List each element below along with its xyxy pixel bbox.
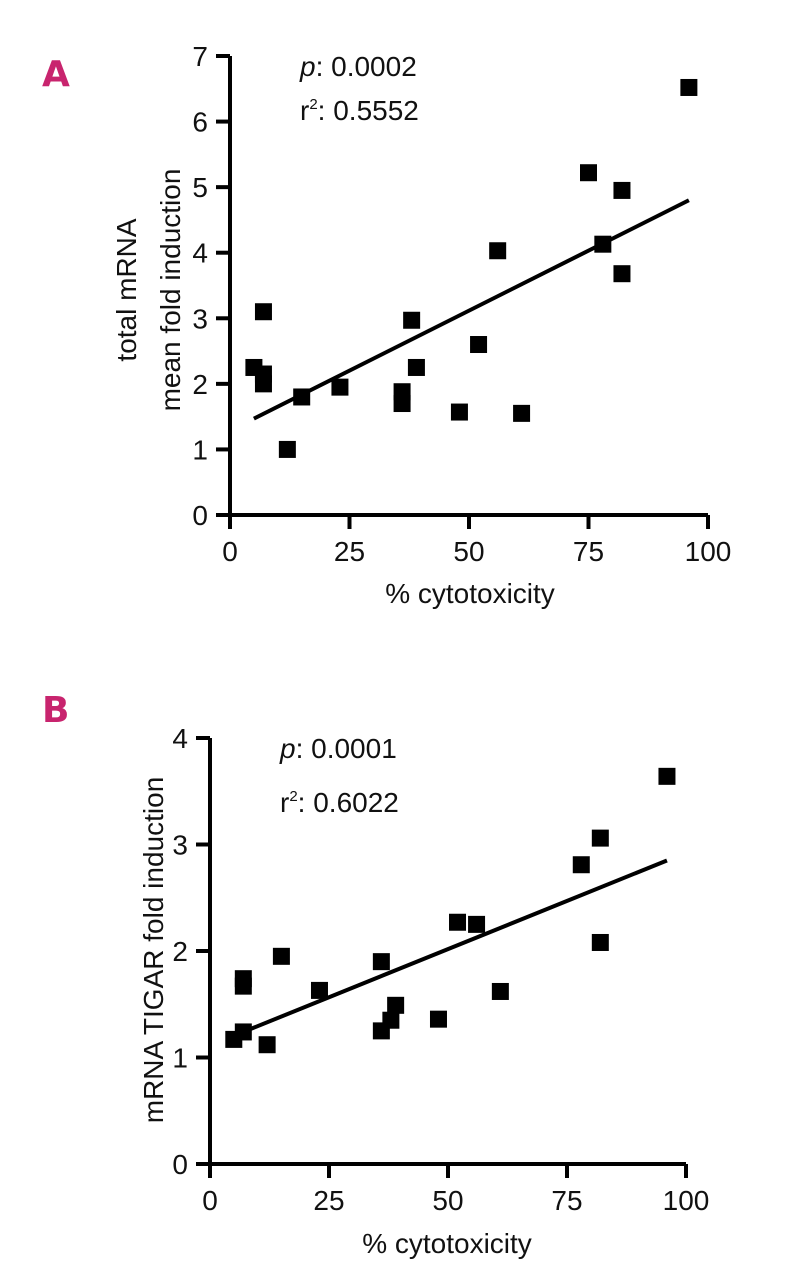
panel-b-data-point (491, 982, 509, 1000)
panel-b-p-value: p: 0.0001 (279, 733, 397, 764)
panel-a-data-point (680, 78, 698, 96)
panel-a-y-tick-label: 0 (192, 500, 208, 531)
panel-a-fit (253, 198, 690, 421)
panel-a-stats: p: 0.0002 r2: 0.5552 (299, 51, 419, 126)
panel-b-data-point (658, 767, 676, 785)
panel-b-x-tick-label: 75 (551, 1185, 582, 1216)
panel-a-x-tick-label: 75 (573, 536, 604, 567)
panel-b-data-point (372, 953, 390, 971)
panel-a-r-sup: 2 (309, 96, 317, 113)
panel-a-y-axis-label: total mRNA mean fold induction (111, 169, 186, 412)
panel-a-data-point (594, 235, 612, 253)
panel-a-data-point (331, 378, 349, 396)
panel-a-y-tick-label: 6 (192, 107, 208, 138)
panel-b: B p: 0.0001 r2: 0.6022 mRNA TIGAR fold i… (42, 690, 709, 1259)
panel-b-y-tick-label: 2 (172, 936, 188, 967)
panel-b-y-axis-label: mRNA TIGAR fold induction (138, 777, 169, 1124)
panel-a-p-number: : 0.0002 (316, 51, 417, 82)
panel-b-p-symbol: p (279, 733, 296, 764)
panel-b-data-point (234, 977, 252, 995)
panel-a-regression-line (253, 198, 690, 421)
panel-a-x-tick-label: 100 (685, 536, 732, 567)
panel-a-data-point (613, 181, 631, 199)
panel-b-data-point (591, 933, 609, 951)
panel-b-p-number: : 0.0001 (296, 733, 397, 764)
panel-b-y-tick-label: 4 (172, 723, 188, 754)
panel-b-x-tick-label: 0 (202, 1185, 218, 1216)
panel-a-data-point (278, 440, 296, 458)
panel-a-x-axis-label: % cytotoxicity (385, 578, 555, 609)
panel-b-data-point (272, 947, 290, 965)
panel-a-y-label-line-1: total mRNA (111, 218, 142, 361)
panel-a-data-point (513, 404, 531, 422)
panel-b-x-tick-label: 50 (432, 1185, 463, 1216)
panel-b-data-point (468, 915, 486, 933)
panel-b-letter: B (42, 690, 69, 731)
panel-b-data-point (429, 1010, 447, 1028)
panel-b-x-tick-label: 25 (313, 1185, 344, 1216)
panel-b-data-point (387, 996, 405, 1014)
panel-a-data-point (470, 336, 488, 354)
panel-b-data-point (258, 1036, 276, 1054)
panel-b-y-tick-label: 3 (172, 830, 188, 861)
panel-a-data-point (450, 403, 468, 421)
panel-b-y-tick-label: 1 (172, 1043, 188, 1074)
panel-a-data-point (580, 164, 597, 182)
panel-a-axes: 0 1 2 3 4 5 6 7 0 25 50 75 100 (192, 41, 731, 567)
panel-b-r-symbol: r (280, 787, 289, 818)
panel-b-data-point (572, 856, 590, 874)
panel-a-y-tick-label: 3 (192, 303, 208, 334)
panel-a-r-symbol: r (300, 95, 309, 126)
panel-a-data-point (403, 311, 421, 329)
panel-a-data-point (293, 388, 311, 406)
panel-a: A p: 0.0002 r2: 0.5552 total mRNA mean f… (42, 41, 731, 609)
panel-a-y-tick-label: 4 (192, 238, 208, 269)
panel-a-y-tick-label: 7 (192, 41, 208, 72)
panel-a-p-symbol: p (299, 51, 316, 82)
panel-b-data-point (591, 829, 609, 847)
panel-b-x-tick-label: 100 (663, 1185, 710, 1216)
panel-b-data-point (310, 981, 328, 999)
panel-b-r-sup: 2 (289, 788, 297, 805)
panel-a-r2-number: : 0.5552 (318, 95, 419, 126)
panel-b-axes: 0 1 2 3 4 0 25 50 75 100 (172, 723, 709, 1216)
panel-b-r2-value: r2: 0.6022 (280, 787, 399, 818)
panel-a-data-point (393, 395, 411, 413)
panel-a-y-label-line-2: mean fold induction (155, 169, 186, 412)
panel-a-y-tick-label: 2 (192, 369, 208, 400)
panel-b-data-point (234, 1023, 252, 1041)
panel-a-data-point (407, 358, 425, 376)
panel-b-fit (242, 858, 668, 1034)
panel-a-data-point (613, 265, 631, 283)
panel-a-data-point (254, 303, 272, 321)
panel-a-y-tick-label: 5 (192, 172, 208, 203)
panel-a-data-point (489, 242, 507, 260)
panel-a-points (245, 78, 698, 458)
panel-a-y-tick-label: 1 (192, 434, 208, 465)
panel-a-letter: A (42, 54, 70, 95)
panel-a-x-tick-label: 50 (453, 536, 484, 567)
panel-a-data-point (254, 375, 272, 393)
panel-b-x-axis-label: % cytotoxicity (362, 1228, 532, 1259)
panel-b-regression-line (242, 858, 668, 1034)
panel-b-points (225, 767, 676, 1054)
panel-b-r2-number: : 0.6022 (298, 787, 399, 818)
panel-a-p-value: p: 0.0002 (299, 51, 417, 82)
panel-b-y-tick-label: 0 (172, 1149, 188, 1180)
panel-a-x-tick-label: 25 (334, 536, 365, 567)
panel-a-r2-value: r2: 0.5552 (300, 95, 419, 126)
panel-b-stats: p: 0.0001 r2: 0.6022 (279, 733, 399, 818)
panel-a-x-tick-label: 0 (222, 536, 238, 567)
panel-b-data-point (449, 913, 467, 931)
panel-b-data-point (382, 1011, 400, 1029)
